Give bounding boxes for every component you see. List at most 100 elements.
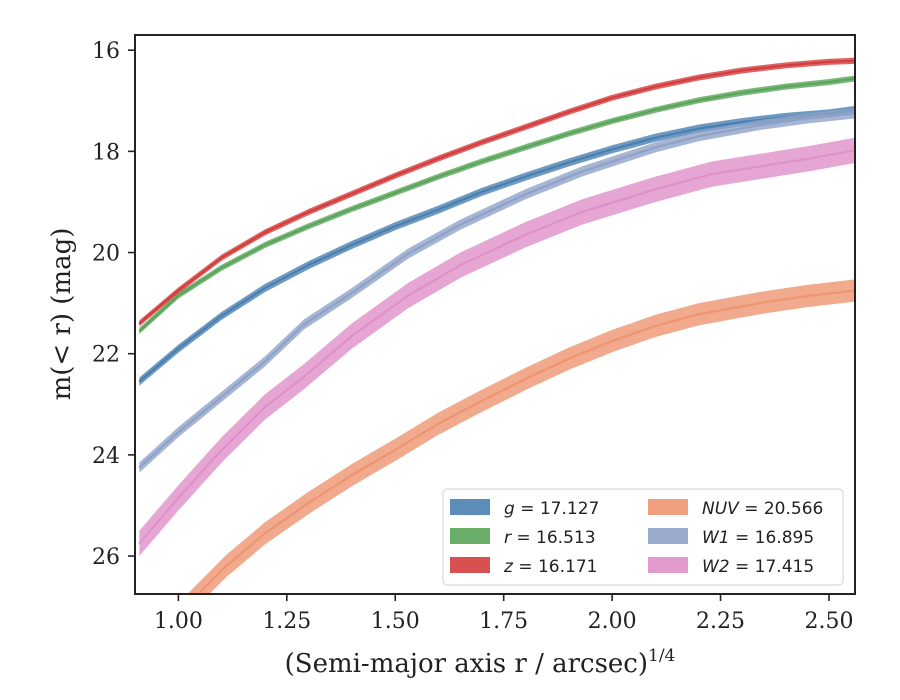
series-band-z	[139, 57, 855, 327]
data-point-z	[138, 322, 140, 324]
data-point-r	[394, 192, 396, 194]
data-point-nuv	[307, 502, 310, 504]
data-point-z	[785, 64, 787, 66]
data-point-nuv	[225, 565, 227, 567]
y-tick-label: 22	[92, 343, 120, 368]
data-point-w2	[138, 542, 140, 545]
data-point-g	[524, 176, 526, 178]
data-point-nuv	[481, 400, 483, 402]
legend-label: z = 16.171	[503, 557, 597, 577]
data-point-z	[221, 256, 223, 259]
data-point-r	[481, 160, 483, 163]
data-point-r	[785, 86, 787, 88]
legend-label: W2 = 17.415	[702, 557, 814, 577]
data-point-w2	[221, 449, 223, 451]
y-tick-label: 16	[92, 39, 120, 64]
data-point-g	[438, 208, 440, 211]
data-point-z	[481, 141, 483, 143]
legend-swatch	[648, 499, 688, 515]
data-point-z	[654, 86, 657, 88]
data-point-g	[138, 380, 140, 383]
y-tick-label: 24	[92, 444, 120, 469]
data-point-r	[138, 330, 140, 332]
y-tick-label: 20	[92, 242, 120, 267]
data-point-w1	[138, 466, 140, 469]
data-point-g	[264, 287, 266, 289]
data-point-z	[177, 289, 179, 292]
data-point-g	[177, 348, 179, 350]
data-point-nuv	[611, 340, 613, 342]
data-point-r	[741, 92, 743, 94]
ticks-layer: 1.00 1.25 1.50 1.75 2.00 2.25 2.50 16 18 20 22 24 26	[92, 39, 853, 634]
series-layer	[138, 57, 855, 658]
x-axis-label: (Semi-major axis r / arcsec)1/4	[285, 646, 676, 679]
x-tick-label: 1.75	[479, 609, 528, 634]
data-point-g	[221, 315, 223, 317]
data-point-g	[394, 225, 396, 227]
data-point-w1	[303, 323, 305, 325]
data-point-w2	[806, 158, 808, 160]
y-tick-label: 26	[92, 545, 120, 570]
data-point-r	[698, 99, 700, 101]
data-point-g	[307, 264, 310, 266]
series-z	[138, 57, 855, 327]
legend-item-g: g = 17.127	[450, 499, 599, 519]
data-point-g	[611, 148, 613, 150]
legend-item-r: r = 16.513	[450, 528, 596, 548]
data-point-w1	[654, 146, 657, 148]
data-point-w1	[221, 396, 223, 398]
data-point-w1	[524, 193, 526, 195]
data-point-r	[307, 225, 310, 227]
data-point-w2	[524, 234, 526, 236]
series-line-z	[138, 59, 855, 325]
data-point-w1	[459, 224, 461, 226]
data-point-z	[524, 126, 526, 128]
legend-item-w2: W2 = 17.415	[648, 557, 814, 577]
x-tick-label: 1.00	[154, 609, 203, 634]
data-point-g	[481, 191, 483, 193]
data-point-r	[351, 208, 353, 210]
legend-label: W1 = 16.895	[702, 528, 814, 548]
data-point-w1	[351, 292, 353, 294]
data-point-r	[654, 109, 657, 111]
data-point-g	[351, 244, 353, 246]
data-point-r	[611, 120, 613, 122]
legend-swatch	[648, 528, 688, 544]
data-point-z	[611, 97, 613, 99]
legend-item-nuv: NUV = 20.566	[648, 499, 823, 519]
data-point-g	[654, 137, 657, 139]
x-tick-label: 2.25	[696, 609, 745, 634]
legend-item-w1: W1 = 16.895	[648, 528, 814, 548]
data-point-r	[828, 81, 830, 83]
legend-label: g = 17.127	[504, 499, 599, 519]
data-point-z	[264, 231, 266, 233]
data-point-w2	[264, 406, 266, 408]
data-point-g	[741, 121, 743, 123]
data-point-z	[438, 157, 440, 160]
data-point-nuv	[139, 657, 140, 658]
data-point-nuv	[698, 313, 700, 315]
legend-label: NUV = 20.566	[702, 499, 823, 519]
data-point-w1	[698, 135, 700, 137]
series-line-g	[138, 108, 855, 383]
data-point-w1	[758, 124, 761, 126]
x-tick-label: 2.50	[804, 609, 853, 634]
data-point-w1	[581, 170, 583, 173]
series-nuv	[139, 279, 855, 658]
legend-frame	[442, 488, 844, 586]
data-point-w2	[351, 335, 353, 337]
data-point-w2	[581, 211, 583, 213]
data-point-nuv	[806, 295, 808, 297]
data-point-z	[394, 175, 396, 177]
data-point-z	[568, 111, 570, 113]
legend-swatch	[450, 528, 490, 544]
data-point-nuv	[568, 358, 570, 360]
data-point-r	[524, 146, 526, 148]
data-point-g	[698, 127, 700, 130]
data-point-nuv	[351, 474, 353, 476]
data-point-z	[828, 61, 830, 63]
legend-swatch	[450, 557, 490, 573]
data-point-w1	[806, 117, 808, 120]
series-w1	[138, 108, 855, 473]
data-point-w2	[711, 173, 713, 175]
